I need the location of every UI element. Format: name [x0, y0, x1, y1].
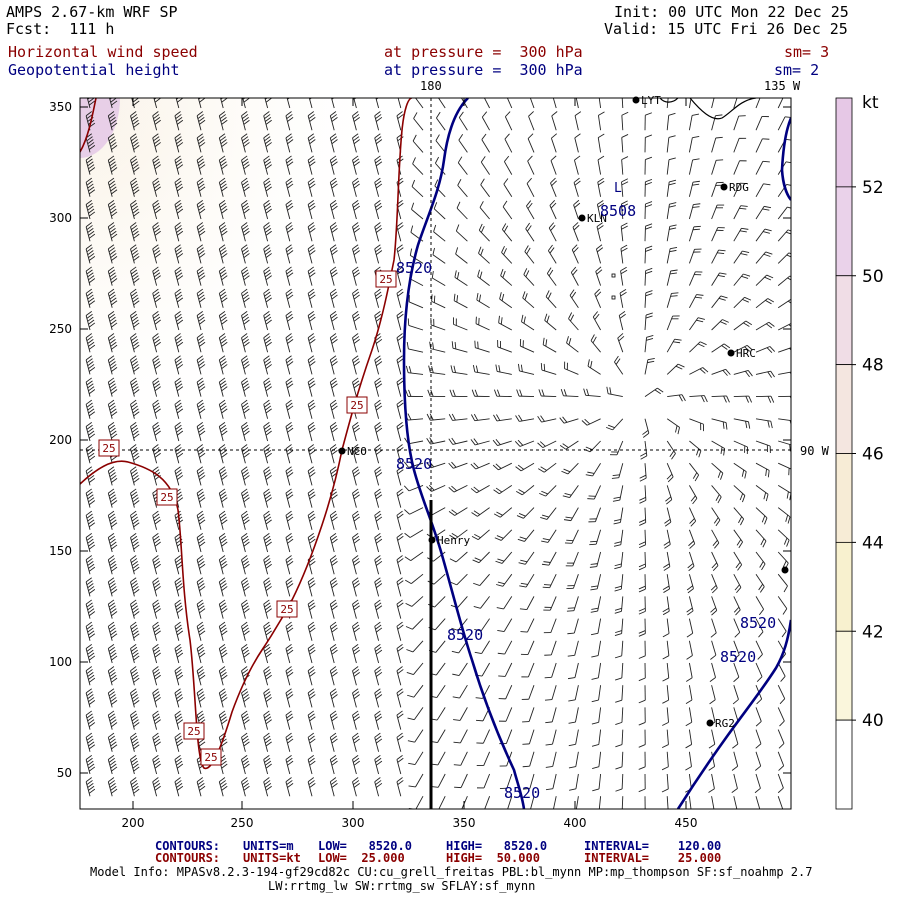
y-tick-label: 100 [49, 655, 72, 669]
speed-contour-label: 25 [187, 725, 200, 738]
y-tick-label: 250 [49, 322, 72, 336]
speed-contour-label: 25 [160, 491, 173, 504]
colorbar-segment [835, 453, 853, 543]
height-contour-label: 8520 [504, 784, 540, 802]
station-marker [632, 96, 640, 104]
colorbar-segment [835, 719, 853, 810]
contours-speed-low: LOW= 25.000 [318, 851, 405, 865]
x-tick-label: 300 [342, 816, 365, 830]
contours-height-units: UNITS=m [243, 839, 294, 853]
station-label: RDG [729, 181, 749, 194]
lon-label-90w: 90 W [800, 444, 829, 458]
colorbar-label: 48 [862, 356, 884, 376]
x-tick-label: 200 [122, 816, 145, 830]
height-contour-west [402, 98, 526, 809]
y-tick-label: 300 [49, 211, 72, 225]
contours-speed-label: CONTOURS: [155, 851, 221, 865]
colorbar-segment [835, 541, 853, 632]
height-contour-label: 8520 [447, 626, 483, 644]
colorbar-segment [835, 97, 853, 188]
model-title: AMPS 2.67-km WRF SP [6, 3, 178, 21]
station-marker [781, 566, 789, 574]
height-contour-label: 8520 [740, 614, 776, 632]
x-tick-label: 450 [675, 816, 698, 830]
y-tick-label: 200 [49, 433, 72, 447]
station-label: Henry [437, 534, 470, 547]
station-marker [720, 183, 728, 191]
station-marker [727, 349, 735, 357]
x-tick-label: 250 [231, 816, 254, 830]
field1-name: Horizontal wind speed [8, 43, 198, 61]
coastline [659, 98, 757, 120]
y-tick-label: 150 [49, 544, 72, 558]
height-contour-label: 8520 [396, 259, 432, 277]
y-tick-label: 50 [57, 766, 72, 780]
contour-labels: 8508 8520 8520 8520 8520 8520 8520 L 25 25 25 25 25 2… [98, 181, 776, 802]
field1-smoothing: sm= 3 [784, 43, 830, 61]
height-contour-label: 8508 [600, 202, 636, 220]
speed-contour-label: 25 [280, 603, 293, 616]
lon-label-135w: 135 W [764, 79, 801, 93]
x-tick-label: 400 [564, 816, 587, 830]
low-center-label: L [614, 181, 622, 196]
axis-ticks: 200 250 300 350 400 450 350 300 250 200 150 100 50 [49, 98, 791, 830]
station-label: HRC [736, 347, 756, 360]
contours-height-label: CONTOURS: [155, 839, 221, 853]
colorbar-label: 40 [862, 711, 884, 731]
colorbar-label: 42 [862, 622, 884, 642]
height-contour-east [676, 619, 791, 809]
model-info: Model Info: MPASv8.2.3-194-gf29cd82c CU:… [90, 865, 813, 879]
model-info-physics: LW:rrtmg_lw SW:rrtmg_sw SFLAY:sf_mynn [268, 879, 536, 893]
colorbar-label: 50 [862, 267, 884, 287]
station-label: NCO [347, 445, 367, 458]
wind-speed-contour-tl [80, 98, 97, 153]
colorbar-unit: kt [862, 93, 879, 113]
contours-speed-units: UNITS=kt [243, 851, 301, 865]
speed-contour-label: 25 [350, 399, 363, 412]
contours-speed-high: HIGH= 50.000 [446, 851, 540, 865]
colorbar-label: 46 [862, 445, 884, 465]
station-label: LYT [641, 94, 661, 107]
forecast-hour: Fcst: 111 h [6, 20, 115, 38]
contours-speed-interval: INTERVAL= 25.000 [584, 851, 722, 865]
colorbar-segment [835, 364, 853, 454]
field2-smoothing: sm= 2 [774, 61, 820, 79]
contours-height-low: LOW= 8520.0 [318, 839, 412, 853]
colorbar-label: 52 [862, 178, 884, 198]
height-contour-ne [780, 117, 791, 201]
field1-level: at pressure = 300 hPa [384, 43, 583, 61]
colorbar: kt 52 50 48 46 44 42 40 [835, 93, 884, 810]
colorbar-segment [835, 630, 853, 721]
height-contour-label: 8520 [720, 648, 756, 666]
colorbar-segment [835, 186, 853, 277]
station-marker [706, 719, 714, 727]
station-marker [338, 447, 346, 455]
height-contour-label: 8520 [396, 455, 432, 473]
y-tick-label: 350 [49, 100, 72, 114]
contours-height-interval: INTERVAL= 120.00 [584, 839, 722, 853]
field2-level: at pressure = 300 hPa [384, 61, 583, 79]
valid-time: Valid: 15 UTC Fri 26 Dec 25 [604, 20, 848, 38]
speed-contour-label: 25 [379, 273, 392, 286]
x-tick-label: 350 [453, 816, 476, 830]
speed-contour-label: 25 [102, 442, 115, 455]
station-marker [428, 536, 436, 544]
station-label: KLN [587, 212, 607, 225]
colorbar-label: 44 [862, 533, 884, 553]
speed-contour-label: 25 [204, 751, 217, 764]
station-label: RG2 [715, 717, 735, 730]
field2-name: Geopotential height [8, 61, 180, 79]
station-marker [578, 214, 586, 222]
wind-speed-contour [80, 98, 413, 770]
lon-label-180: 180 [420, 79, 442, 93]
contours-height-high: HIGH= 8520.0 [446, 839, 548, 853]
init-time: Init: 00 UTC Mon 22 Dec 25 [614, 3, 849, 21]
colorbar-segment [835, 275, 853, 366]
stations: LYT RDG KLN HRC NCO Henry RG2 [338, 94, 789, 730]
